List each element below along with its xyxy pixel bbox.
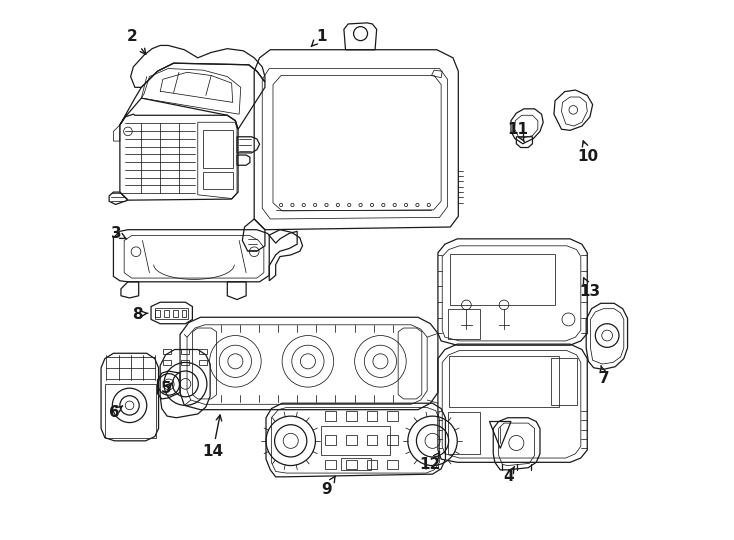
- Bar: [163, 360, 172, 365]
- Bar: [105, 384, 156, 437]
- Text: 4: 4: [503, 467, 515, 484]
- Bar: [182, 310, 186, 318]
- Bar: [203, 130, 233, 168]
- Bar: [346, 435, 357, 445]
- Bar: [325, 435, 336, 445]
- Text: 12: 12: [420, 452, 441, 472]
- Text: 9: 9: [321, 476, 335, 497]
- Text: 13: 13: [579, 278, 600, 299]
- Bar: [321, 426, 390, 455]
- Bar: [388, 460, 398, 469]
- Text: 5: 5: [161, 381, 172, 396]
- Bar: [325, 411, 336, 421]
- Bar: [448, 309, 480, 339]
- Bar: [199, 360, 208, 365]
- Bar: [199, 349, 208, 354]
- Bar: [181, 349, 189, 354]
- Bar: [155, 308, 188, 320]
- Bar: [181, 360, 189, 365]
- Bar: [325, 460, 336, 469]
- Bar: [156, 310, 159, 318]
- Bar: [367, 411, 377, 421]
- Bar: [550, 358, 576, 406]
- Bar: [164, 310, 169, 318]
- Text: 11: 11: [507, 122, 528, 142]
- Bar: [203, 172, 233, 190]
- Bar: [173, 310, 178, 318]
- Text: 6: 6: [109, 405, 123, 420]
- Bar: [367, 460, 377, 469]
- Bar: [450, 254, 555, 305]
- Text: 1: 1: [311, 29, 327, 46]
- Bar: [346, 460, 357, 469]
- Bar: [341, 458, 371, 470]
- Bar: [388, 411, 398, 421]
- Bar: [346, 411, 357, 421]
- Text: 10: 10: [578, 141, 599, 164]
- Bar: [448, 412, 480, 454]
- Bar: [388, 435, 398, 445]
- Text: 7: 7: [599, 366, 610, 386]
- Text: 2: 2: [127, 29, 146, 55]
- Text: 14: 14: [203, 415, 223, 459]
- Bar: [448, 356, 559, 407]
- Bar: [163, 349, 172, 354]
- Bar: [367, 435, 377, 445]
- Text: 3: 3: [111, 226, 127, 241]
- Text: 8: 8: [132, 307, 148, 321]
